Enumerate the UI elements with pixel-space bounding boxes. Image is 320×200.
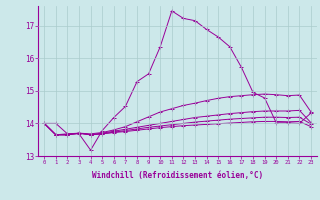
X-axis label: Windchill (Refroidissement éolien,°C): Windchill (Refroidissement éolien,°C): [92, 171, 263, 180]
